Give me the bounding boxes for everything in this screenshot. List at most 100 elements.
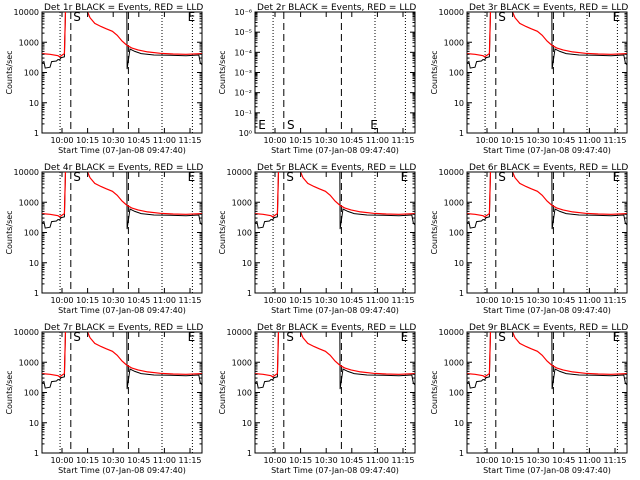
- y-tick-label: 100: [449, 389, 464, 398]
- flag-marker-s: S: [286, 330, 294, 344]
- flag-marker-e: E: [401, 170, 409, 184]
- y-tick-label: 1000: [232, 198, 252, 207]
- y-tick-label: 1: [459, 129, 464, 138]
- lld-series-line: [467, 12, 627, 58]
- flag-marker-e: E: [370, 118, 378, 132]
- x-axis-label: Start Time (07-Jan-08 09:47:40): [271, 306, 399, 315]
- x-axis-label: Start Time (07-Jan-08 09:47:40): [483, 306, 611, 315]
- x-tick-label: 10:15: [501, 296, 524, 305]
- plot-frame: [466, 11, 628, 134]
- x-tick-label: 10:30: [527, 296, 550, 305]
- y-tick-label: 10⁻⁶: [234, 8, 252, 17]
- x-tick-label: 10:15: [289, 136, 312, 145]
- flag-marker-e: E: [613, 10, 621, 24]
- x-tick-label: 10:30: [102, 296, 125, 305]
- y-tick-label: 10000: [227, 328, 252, 337]
- x-axis-label: Start Time (07-Jan-08 09:47:40): [58, 466, 186, 475]
- flag-marker-s: S: [73, 10, 81, 24]
- panel-title: Det 6r BLACK = Events, RED = LLD: [469, 163, 628, 173]
- x-tick-label: 11:15: [603, 296, 626, 305]
- y-tick-label: 10⁻⁴: [234, 48, 252, 57]
- x-tick-label: 10:00: [50, 456, 73, 465]
- x-tick-label: 10:00: [263, 456, 286, 465]
- y-tick-label: 10000: [439, 328, 464, 337]
- y-axis-label: Counts/sec: [430, 50, 439, 94]
- chart-panel-2: Det 2r BLACK = Events, RED = LLD E S E 10⁰ 10…: [218, 3, 416, 155]
- plot-data-area: [42, 172, 202, 293]
- flag-marker-s: S: [287, 118, 295, 132]
- x-tick-label: 10:30: [527, 456, 550, 465]
- x-axis-label: Start Time (07-Jan-08 09:47:40): [271, 466, 399, 475]
- x-tick-label: 10:45: [127, 136, 150, 145]
- y-tick-label: 1000: [444, 198, 464, 207]
- x-axis-label: Start Time (07-Jan-08 09:47:40): [271, 146, 399, 155]
- lld-series-line: [42, 332, 202, 378]
- flag-marker-s: S: [286, 170, 294, 184]
- x-tick-label: 11:15: [178, 456, 201, 465]
- x-tick-label: 10:30: [102, 136, 125, 145]
- x-tick-label: 11:00: [578, 136, 601, 145]
- x-tick-label: 10:15: [76, 136, 99, 145]
- y-tick-label: 10⁰: [239, 129, 252, 138]
- lld-series-line: [467, 332, 627, 378]
- flag-marker-s: S: [498, 170, 506, 184]
- panel-title: Det 2r BLACK = Events, RED = LLD: [257, 3, 416, 13]
- x-tick-label: 10:45: [552, 456, 575, 465]
- x-axis-label: Start Time (07-Jan-08 09:47:40): [58, 146, 186, 155]
- x-tick-label: 10:00: [475, 136, 498, 145]
- y-tick-label: 10000: [14, 168, 39, 177]
- x-tick-label: 10:00: [475, 296, 498, 305]
- x-tick-label: 10:00: [50, 296, 73, 305]
- y-tick-label: 100: [237, 389, 252, 398]
- plot-frame: [254, 11, 416, 134]
- y-tick-label: 10⁻¹: [234, 109, 252, 118]
- flag-marker-e: E: [188, 330, 196, 344]
- x-tick-label: 10:15: [76, 296, 99, 305]
- panel-title: Det 4r BLACK = Events, RED = LLD: [44, 163, 203, 173]
- x-tick-label: 11:00: [366, 136, 389, 145]
- y-tick-label: 100: [449, 229, 464, 238]
- x-tick-label: 11:15: [178, 136, 201, 145]
- flag-marker-e: E: [613, 330, 621, 344]
- flag-marker-e: E: [188, 170, 196, 184]
- x-tick-label: 10:30: [102, 456, 125, 465]
- panel-title: Det 7r BLACK = Events, RED = LLD: [44, 323, 203, 333]
- x-tick-label: 10:00: [263, 136, 286, 145]
- events-series-line: [255, 172, 415, 230]
- x-tick-label: 11:15: [391, 456, 414, 465]
- y-tick-label: 1: [34, 449, 39, 458]
- y-tick-label: 1: [459, 449, 464, 458]
- y-axis-label: Counts/sec: [218, 210, 227, 254]
- x-tick-label: 10:45: [127, 456, 150, 465]
- x-tick-label: 11:15: [603, 456, 626, 465]
- events-series-line: [255, 332, 415, 390]
- lld-series-line: [42, 172, 202, 218]
- y-tick-label: 100: [237, 229, 252, 238]
- x-tick-label: 10:15: [501, 136, 524, 145]
- y-tick-label: 10: [29, 99, 39, 108]
- plot-data-area: [467, 172, 627, 293]
- y-tick-label: 1: [247, 449, 252, 458]
- y-tick-label: 10000: [439, 8, 464, 17]
- y-tick-label: 1000: [19, 198, 39, 207]
- y-tick-label: 1: [247, 289, 252, 298]
- panel-title: Det 9r BLACK = Events, RED = LLD: [469, 323, 628, 333]
- y-tick-label: 10: [454, 419, 464, 428]
- y-tick-label: 1: [459, 289, 464, 298]
- x-tick-label: 11:00: [153, 136, 176, 145]
- x-tick-label: 11:00: [578, 296, 601, 305]
- y-axis-label: Counts/sec: [218, 50, 227, 94]
- y-tick-label: 1000: [19, 358, 39, 367]
- y-tick-label: 1000: [232, 358, 252, 367]
- flag-marker-s: S: [498, 330, 506, 344]
- x-tick-label: 10:45: [340, 136, 363, 145]
- x-tick-label: 10:45: [340, 456, 363, 465]
- flag-marker-e: E: [401, 330, 409, 344]
